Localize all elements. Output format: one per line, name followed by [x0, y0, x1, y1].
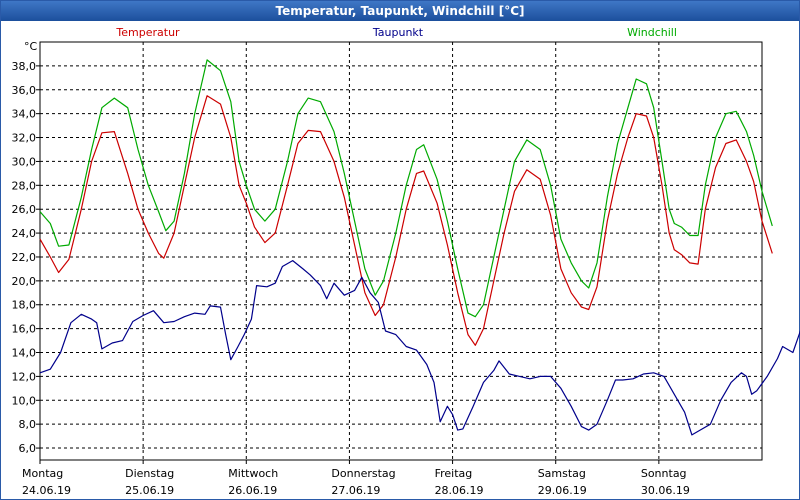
- y-tick-label-3: 12,0: [12, 370, 37, 383]
- y-tick-label-10: 26,0: [12, 203, 37, 216]
- y-tick-label-6: 18,0: [12, 299, 37, 312]
- x-tick-day-2: Mittwoch: [228, 467, 278, 480]
- x-tick-date-2: 26.06.19: [228, 484, 277, 497]
- legend-windchill: Windchill: [627, 26, 677, 39]
- y-tick-label-8: 22,0: [12, 251, 37, 264]
- y-tick-label-16: 38,0: [12, 60, 37, 73]
- x-tick-date-3: 27.06.19: [331, 484, 380, 497]
- x-tick-date-0: 24.06.19: [22, 484, 71, 497]
- series-line-temperatur: [39, 95, 773, 346]
- y-tick-label-14: 34,0: [12, 108, 37, 121]
- x-tick-date-4: 28.06.19: [435, 484, 484, 497]
- x-tick-day-0: Montag: [22, 467, 63, 480]
- y-tick-labels: 6,0 8,0 10,0 12,0 14,0 16,0 18,0 20,0 22,0 24,0 26…: [12, 60, 37, 455]
- y-tick-label-9: 24,0: [12, 227, 37, 240]
- x-tick-date-5: 29.06.19: [538, 484, 587, 497]
- y-tick-label-7: 20,0: [12, 275, 37, 288]
- y-tick-label-1: 8,0: [19, 418, 37, 431]
- y-tick-label-5: 16,0: [12, 323, 37, 336]
- series-line-windchill: [39, 59, 773, 318]
- series-line-taupunkt: [39, 260, 800, 436]
- y-tick-label-13: 32,0: [12, 132, 37, 145]
- y-tick-label-2: 10,0: [12, 394, 37, 407]
- legend-taupunkt: Taupunkt: [372, 26, 424, 39]
- x-tick-date-6: 30.06.19: [641, 484, 690, 497]
- y-tick-label-0: 6,0: [19, 442, 37, 455]
- x-tick-labels: Montag 24.06.19 Dienstag 25.06.19 Mittwoch 26…: [22, 460, 690, 497]
- x-tick-day-1: Dienstag: [125, 467, 174, 480]
- y-tick-label-4: 14,0: [12, 347, 37, 360]
- y-tick-label-15: 36,0: [12, 84, 37, 97]
- y-axis-unit: °C: [24, 40, 38, 53]
- chart-title: Temperatur, Taupunkt, Windchill [°C]: [1, 1, 799, 21]
- x-tick-day-5: Samstag: [538, 467, 586, 480]
- plot-area: [39, 41, 763, 461]
- series-lines: [39, 59, 800, 436]
- x-tick-day-6: Sonntag: [641, 467, 687, 480]
- x-tick-day-4: Freitag: [435, 467, 473, 480]
- y-tick-label-11: 28,0: [12, 179, 37, 192]
- y-tick-label-12: 30,0: [12, 155, 37, 168]
- x-tick-day-3: Donnerstag: [331, 467, 395, 480]
- x-tick-date-1: 25.06.19: [125, 484, 174, 497]
- legend-temperatur: Temperatur: [115, 26, 180, 39]
